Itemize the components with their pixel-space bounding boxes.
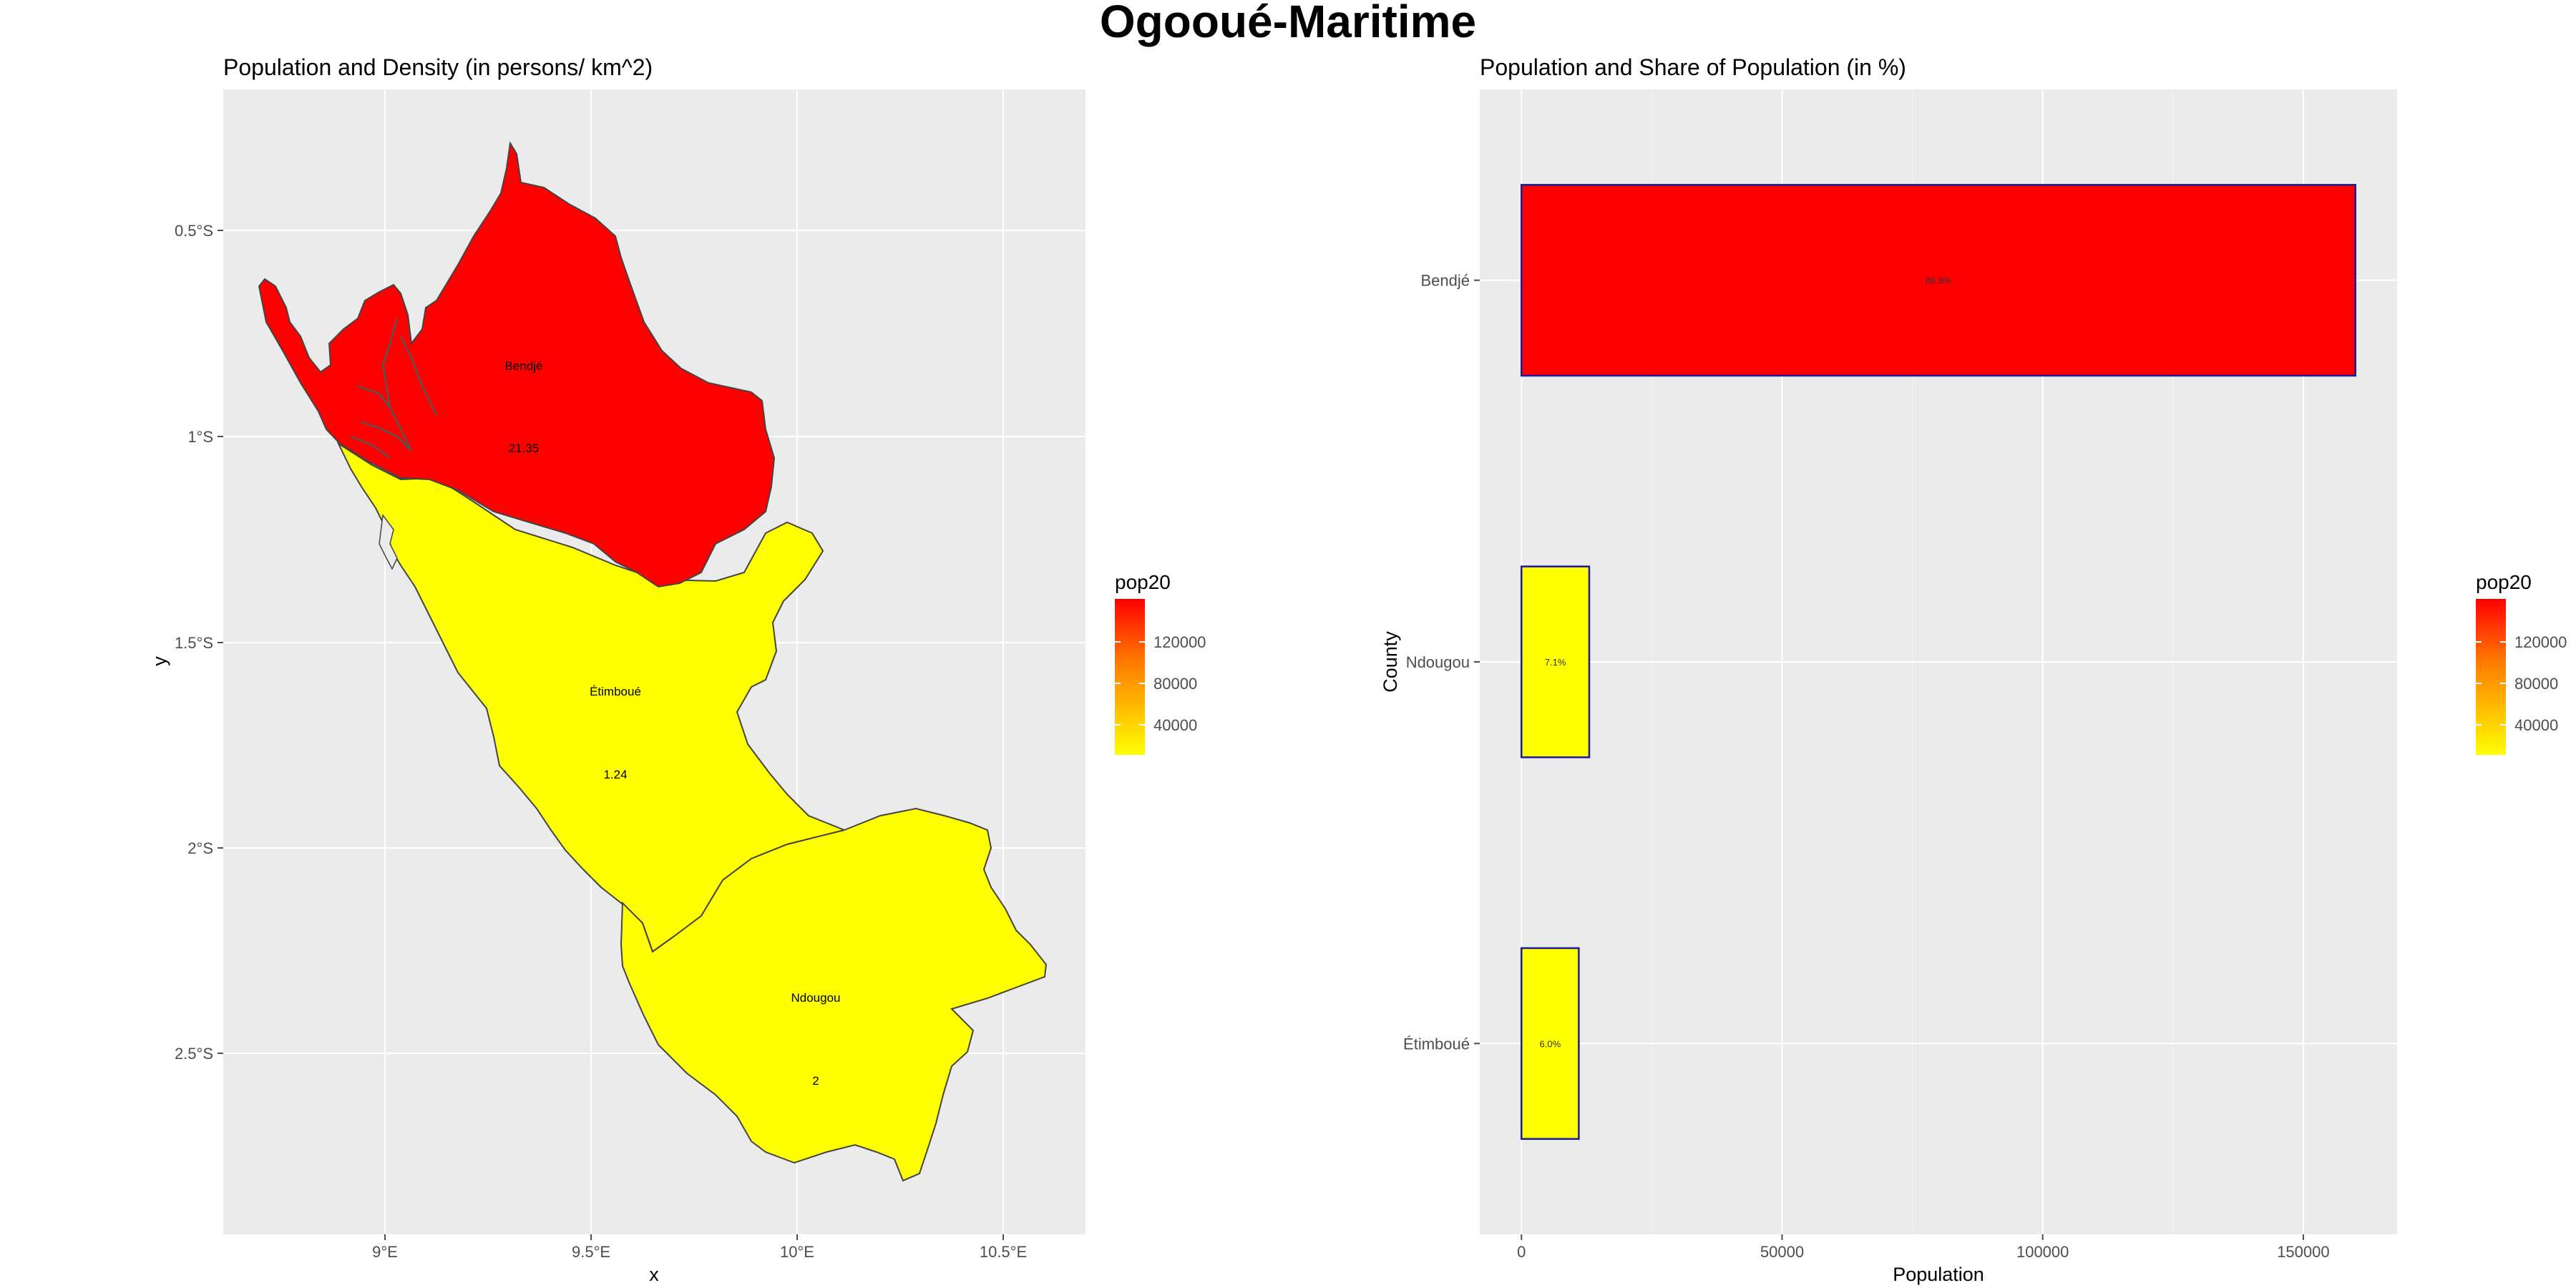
x-tick-label: 100000 (2016, 1243, 2069, 1261)
map-xtick-label: 10°E (780, 1243, 814, 1261)
map-legend-tick: 80000 (1153, 675, 1197, 693)
map-y-axis: 0.5°S 1°S 1.5°S 2°S 2.5°S (175, 222, 223, 1063)
map-ytick-label: 0.5°S (175, 222, 213, 240)
map-legend-colorbar (1115, 599, 1145, 755)
bar-legend-tick: 120000 (2514, 633, 2567, 651)
bar-Ndougou (1521, 565, 1591, 758)
region-density-ndougou: 2 (812, 1074, 819, 1088)
map-ytick-label: 2.5°S (175, 1045, 213, 1063)
bar-chart-title: Population and Share of Population (in %… (1480, 54, 1906, 80)
bar-y-axis-title: County (1380, 631, 1401, 693)
y-tick-label: Ndougou (1406, 653, 1470, 671)
bar-value-labels: 86.9% 7.1% 6.0% (1540, 275, 1952, 1050)
map-subtitle: Population and Density (in persons/ km^2… (223, 54, 653, 80)
map-legend-tick: 40000 (1153, 716, 1197, 734)
map-ytick-label: 1.5°S (175, 634, 213, 652)
region-name-bendje: Bendjé (505, 359, 543, 373)
bar-Étimboué (1521, 947, 1580, 1140)
region-density-etimboue: 1.24 (603, 768, 627, 781)
map-xtick-label: 10.5°E (980, 1243, 1027, 1261)
bar-value-label: 86.9% (1926, 275, 1952, 286)
y-tick-label: Bendjé (1420, 272, 1470, 290)
bar-x-axis: 0 50000 100000 150000 (1517, 1234, 2330, 1261)
x-tick-label: 150000 (2277, 1243, 2329, 1261)
river-channels (350, 318, 438, 459)
map-panel: Population and Density (in persons/ km^2… (149, 54, 1206, 1285)
map-xtick-label: 9.5°E (572, 1243, 610, 1261)
map-ytick-label: 1°S (187, 428, 213, 446)
map-y-axis-title: y (149, 656, 170, 666)
region-density-bendje: 21.35 (509, 441, 540, 455)
region-name-ndougou: Ndougou (791, 991, 840, 1005)
map-legend-tick: 120000 (1153, 633, 1206, 651)
bar-legend: pop20 120000 80000 40000 (2476, 571, 2567, 755)
bar-legend-tick: 40000 (2514, 716, 2558, 734)
bar-y-axis: Bendjé Ndougou Étimboué (1403, 272, 1480, 1053)
x-tick-label: 0 (1517, 1243, 1526, 1261)
y-tick-label: Étimboué (1403, 1035, 1470, 1053)
bar-value-label: 7.1% (1545, 657, 1566, 668)
map-xtick-label: 9°E (372, 1243, 398, 1261)
bar-legend-colorbar (2476, 599, 2506, 755)
region-name-etimboue: Étimboué (590, 685, 641, 698)
bar-value-label: 6.0% (1540, 1038, 1561, 1049)
map-legend: pop20 120000 80000 40000 (1115, 571, 1206, 755)
map-x-axis-title: x (649, 1264, 659, 1285)
map-ytick-label: 2°S (187, 839, 213, 857)
region-ndougou (620, 807, 1048, 1182)
bar-legend-title: pop20 (2476, 571, 2532, 593)
coastal-inlet (379, 514, 398, 570)
bar-x-axis-title: Population (1893, 1264, 1984, 1285)
bars (1521, 184, 2356, 1140)
bar-legend-tick: 80000 (2514, 675, 2558, 693)
bar-Bendjé (1521, 184, 2356, 377)
region-bendje (258, 141, 776, 588)
map-legend-title: pop20 (1115, 571, 1171, 593)
map-x-axis: 9°E 9.5°E 10°E 10.5°E (372, 1234, 1027, 1261)
x-tick-label: 50000 (1760, 1243, 1804, 1261)
bar-panel: Population and Share of Population (in %… (1380, 54, 2567, 1285)
main-title: Ogooué-Maritime (1100, 0, 1476, 47)
